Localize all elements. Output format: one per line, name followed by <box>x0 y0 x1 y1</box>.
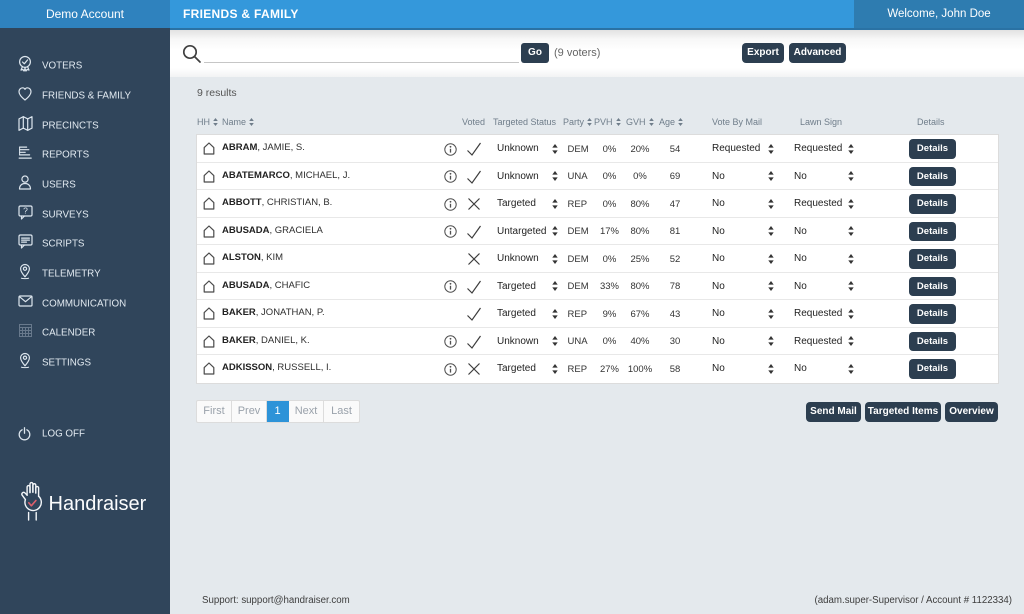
svg-text:?: ? <box>23 205 28 215</box>
